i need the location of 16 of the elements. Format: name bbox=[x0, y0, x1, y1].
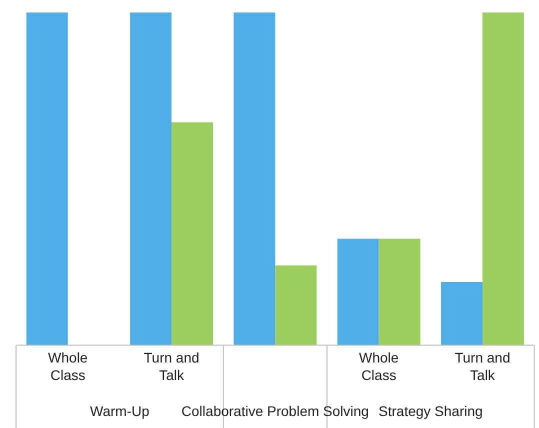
x-tick-label: Turn and Talk bbox=[144, 350, 200, 384]
bar bbox=[441, 282, 482, 346]
text: Strategy Sharing bbox=[378, 403, 483, 420]
bar bbox=[26, 12, 68, 346]
bar bbox=[378, 238, 420, 346]
x-tick-label: Whole Class bbox=[358, 350, 399, 384]
x-tick-label: Turn and Talk bbox=[454, 350, 510, 384]
bar bbox=[337, 238, 379, 346]
x-tick-label: Whole Class bbox=[48, 350, 88, 384]
text: Collaborative Problem Solving bbox=[181, 403, 369, 420]
bar bbox=[482, 12, 524, 346]
bar bbox=[130, 12, 172, 346]
text: Warm-Up bbox=[90, 403, 150, 420]
bar bbox=[275, 265, 317, 346]
bar bbox=[234, 12, 276, 346]
bar bbox=[172, 122, 213, 346]
